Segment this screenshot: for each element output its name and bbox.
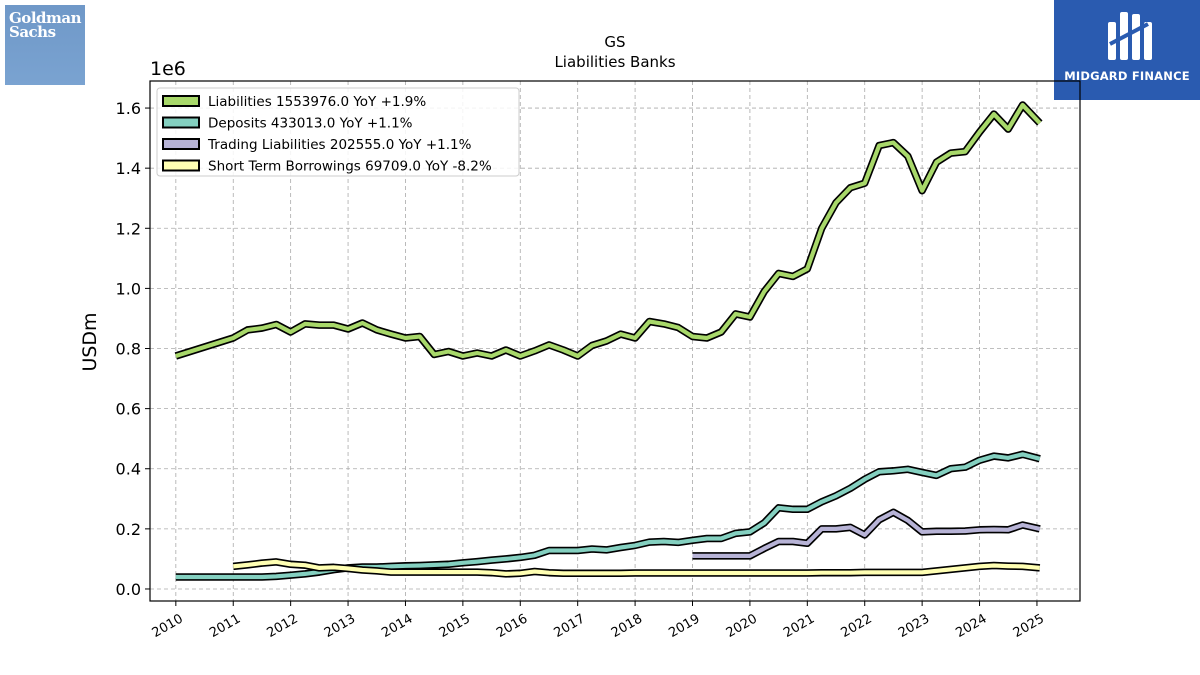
logo-line-1: Goldman xyxy=(9,9,82,27)
x-tick-label: 2011 xyxy=(207,611,243,641)
x-tick-label: 2024 xyxy=(953,611,989,641)
chart-subtitle: Liabilities Banks xyxy=(554,53,675,71)
y-axis-label: USDm xyxy=(79,312,101,371)
legend: Liabilities 1553976.0 YoY +1.9% Deposits … xyxy=(156,87,520,177)
x-tick-label: 2021 xyxy=(781,611,817,641)
y-tick-label: 0.8 xyxy=(116,340,141,359)
x-tick-label: 2012 xyxy=(264,611,300,641)
x-tick-label: 2014 xyxy=(379,611,415,641)
y-offset-label: 1e6 xyxy=(150,58,186,80)
x-tick-label: 2013 xyxy=(322,611,358,641)
x-tick-label: 2019 xyxy=(666,611,702,641)
x-tick-label: 2010 xyxy=(150,611,186,641)
midgard-logo-text: MIDGARD FINANCE xyxy=(1064,69,1190,83)
series-lines xyxy=(174,101,1043,581)
legend-swatch-4 xyxy=(162,159,200,172)
y-tick-label: 1.6 xyxy=(116,99,141,118)
legend-swatch-3 xyxy=(162,138,200,150)
x-tick-label: 2023 xyxy=(896,611,932,641)
legend-label-4: Short Term Borrowings 69709.0 YoY -8.2% xyxy=(208,159,492,175)
x-tick-label: 2017 xyxy=(552,611,588,641)
midgard-emblem-icon xyxy=(1108,12,1152,60)
x-tick-label: 2015 xyxy=(437,611,473,641)
x-tick-label: 2018 xyxy=(609,611,645,641)
series-outline-2 xyxy=(175,450,1041,581)
y-tick-label: 0.2 xyxy=(116,520,141,539)
x-tick-label: 2020 xyxy=(724,611,760,641)
y-tick-label: 0.6 xyxy=(116,400,141,419)
chart-title: GS xyxy=(604,33,625,51)
x-tick-label: 2022 xyxy=(839,611,875,641)
legend-swatch-1 xyxy=(162,95,200,107)
midgard-finance-logo: MIDGARD FINANCE xyxy=(1054,0,1200,100)
series-line-1 xyxy=(175,102,1042,359)
y-tick-label: 0.0 xyxy=(116,580,141,599)
goldman-sachs-logo: Goldman Sachs xyxy=(5,5,85,85)
y-axis: 0.0 0.2 0.4 0.6 0.8 1.0 1.2 1.4 1.6 xyxy=(116,99,150,599)
y-tick-label: 1.4 xyxy=(116,159,141,178)
legend-label-3: Trading Liabilities 202555.0 YoY +1.1% xyxy=(207,137,472,153)
series-line-3 xyxy=(692,510,1041,558)
y-tick-label: 1.2 xyxy=(116,219,141,238)
legend-label-1: Liabilities 1553976.0 YoY +1.9% xyxy=(208,94,426,110)
series-line-4 xyxy=(232,559,1040,576)
y-tick-label: 0.4 xyxy=(116,460,141,479)
legend-box xyxy=(156,87,520,177)
x-tick-label: 2025 xyxy=(1011,611,1047,641)
x-axis: 2010 2011 2012 2013 2014 2015 2016 2017 2018 2019… xyxy=(150,601,1047,641)
logo-line-2: Sachs xyxy=(9,23,56,41)
y-tick-label: 1.0 xyxy=(116,279,141,298)
x-tick-label: 2016 xyxy=(494,611,530,641)
legend-label-2: Deposits 433013.0 YoY +1.1% xyxy=(208,116,413,132)
legend-swatch-2 xyxy=(162,116,200,129)
plot-frame xyxy=(149,80,1081,602)
series-line-2 xyxy=(175,452,1041,580)
